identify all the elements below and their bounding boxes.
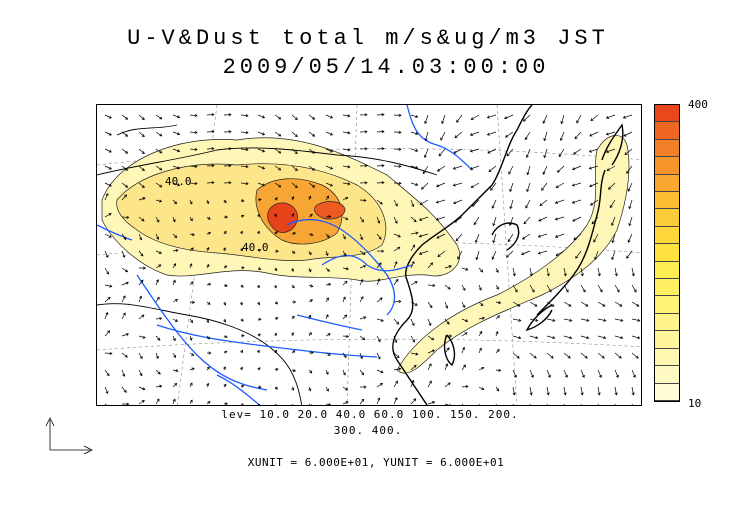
colorbar-cell	[655, 139, 679, 158]
levels-line-2: 300. 400.	[333, 424, 403, 437]
rivers	[97, 105, 473, 405]
plot-title: U-V&Dust total m/s&ug/m3 JST	[127, 26, 609, 51]
unit-scale-text: XUNIT = 6.000E+01, YUNIT = 6.000E+01	[247, 456, 505, 469]
colorbar-cell	[655, 244, 679, 262]
colorbar-cell	[655, 313, 679, 332]
wind-vectors	[104, 112, 641, 405]
colorbar-cell	[655, 105, 679, 123]
contour-label-1: 40.0	[165, 175, 192, 188]
plot-datetime: 2009/05/14.03:00:00	[222, 55, 550, 80]
dust-core-red-west	[267, 202, 298, 233]
colorbar-cell	[655, 209, 679, 227]
unit-vector-indicator	[45, 417, 93, 455]
dust-wind-map: 40.0 40.0	[96, 104, 642, 406]
levels-line-1: lev= 10.0 20.0 40.0 60.0 100. 150. 200.	[221, 408, 519, 421]
colorbar-cell	[655, 383, 679, 401]
colorbar-cell	[655, 122, 679, 140]
colorbar-min-label: 10	[688, 397, 702, 410]
colorbar-cell	[655, 279, 679, 297]
colorbar-cell	[655, 366, 679, 384]
colorbar-max-label: 400	[688, 98, 708, 111]
colorbar-cell	[655, 296, 679, 314]
colorbar	[654, 104, 680, 402]
borders	[97, 124, 438, 405]
colorbar-cell	[655, 174, 679, 193]
coastlines	[392, 105, 624, 405]
colorbar-cell	[655, 331, 679, 349]
dust-band-pacific	[396, 135, 630, 374]
colorbar-cell	[655, 348, 679, 367]
colorbar-cell	[655, 226, 679, 245]
contour-label-2: 40.0	[242, 241, 269, 254]
dust-core-red-east	[314, 201, 346, 220]
dust-fields	[101, 135, 630, 374]
colorbar-cell	[655, 192, 679, 210]
colorbar-cell	[655, 261, 679, 280]
colorbar-cell	[655, 157, 679, 175]
